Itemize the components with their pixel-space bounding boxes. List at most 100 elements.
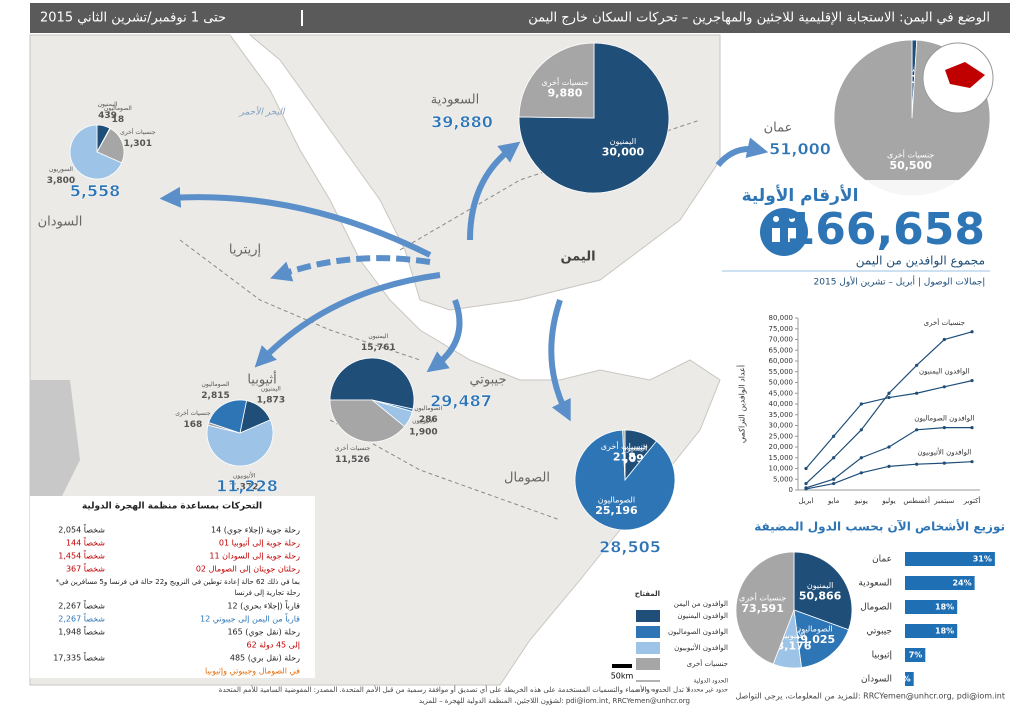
slice-label: 3,800 xyxy=(47,176,75,186)
y-tick-label: 20,000 xyxy=(769,443,794,451)
bar-category: السعودية xyxy=(858,579,892,589)
series-point xyxy=(970,460,974,464)
arrow xyxy=(467,141,521,241)
globe-highlight xyxy=(945,62,985,88)
series-label: الوافدون اليمنيون xyxy=(919,368,970,376)
bar xyxy=(905,672,914,686)
series-point xyxy=(887,445,891,449)
borders xyxy=(179,119,701,521)
slice-name: الأثيوبيون xyxy=(233,471,256,479)
series-point xyxy=(832,456,836,460)
slice-label: 29,025 xyxy=(793,633,835,646)
x-tick-label: مايو xyxy=(827,497,840,505)
legend-swatch xyxy=(636,658,660,670)
iom-row-count: 2,054 شخصاً xyxy=(58,524,105,535)
slice-name: اليمنيون xyxy=(900,65,927,74)
slice-name: الصوماليون xyxy=(414,405,442,412)
bar-value-label: 31% xyxy=(973,555,992,564)
slice-label: 1,873 xyxy=(257,395,285,405)
y-tick-label: 55,000 xyxy=(769,368,794,376)
bar xyxy=(905,552,995,566)
slice-name: اليمنيون xyxy=(368,333,388,340)
pie-slice xyxy=(518,42,670,194)
slice-label: 1,301 xyxy=(124,139,152,149)
iom-list: 14 رحلة جوية (إجلاء جوي) 2,054 شخصاً 01 رح… xyxy=(53,524,300,677)
footer-disclaimer: لا تدل الحدود والأسماء والتسميات المستخد… xyxy=(219,685,690,694)
slice-name: الصوماليون xyxy=(104,105,132,112)
header-title: الوضع في اليمن: الاستجابة الإقليمية للاج… xyxy=(528,11,990,26)
slice-name: جنسيات أخرى xyxy=(175,409,211,417)
slice-name: جنسيات أخرى xyxy=(335,444,371,452)
country-label: جيبوتي xyxy=(469,373,506,388)
bar-chart-title: توزيع الأشخاص الآن بحسب الدول المضيفة xyxy=(754,519,1005,535)
country-label: الصومال xyxy=(504,471,550,486)
pie-slice xyxy=(208,399,248,434)
bar-value-label: 24% xyxy=(952,579,971,588)
slice-label: 25,196 xyxy=(595,504,638,517)
footer-disclaimer: لشؤون اللاجئين، المنظمة الدولية للهجرة –… xyxy=(419,697,690,705)
country-label: السودان xyxy=(38,215,83,230)
slice-name: الصوماليون xyxy=(202,381,230,388)
legend-label: الوافدون الأثيوبيون xyxy=(674,643,728,652)
iom-row-text: 165 رحلة (نقل جوي) xyxy=(227,628,300,637)
slice-name: السوريون xyxy=(49,166,73,173)
iom-row-text: 485 رحلة (نقل بري) xyxy=(230,654,300,663)
series-point xyxy=(832,477,836,481)
header-bar xyxy=(30,3,1010,33)
x-tick-label: ابريل xyxy=(798,497,813,505)
slice-label: 50,866 xyxy=(799,590,842,603)
series-point xyxy=(804,466,808,471)
slice-label: 7,372 xyxy=(230,482,258,492)
series-point xyxy=(804,487,808,491)
iom-note: رحلة تجارية إلى فرنسا xyxy=(234,589,300,597)
pie-slice xyxy=(69,124,123,180)
series-point xyxy=(970,330,974,334)
series-point xyxy=(887,391,891,395)
y-tick-label: 30,000 xyxy=(769,422,794,430)
country-total: 39,880 xyxy=(431,113,493,132)
y-tick-label: 10,000 xyxy=(769,465,794,473)
country-label: السعودية xyxy=(431,93,480,108)
y-tick-label: 50,000 xyxy=(769,379,794,387)
iom-note: *بما في ذلك 62 حالة إعادة توطين في النرو… xyxy=(56,578,300,586)
series-point xyxy=(942,461,946,465)
iom-row-text: 12 قارباً من اليمن إلى جيبوتي xyxy=(200,613,300,625)
series-point xyxy=(804,481,808,486)
slice-label: 439 xyxy=(98,111,117,121)
series-point xyxy=(915,363,919,367)
series-point xyxy=(859,456,863,460)
iom-row-text: 11 رحلة جوية إلى السودان xyxy=(209,552,300,562)
pie-slice xyxy=(735,551,795,665)
iom-row-text: 01 رحلة جوية إلى أثيوبيا xyxy=(219,538,300,549)
series-point xyxy=(887,464,891,468)
country-total: 29,487 xyxy=(430,392,492,411)
movement-arrows xyxy=(159,137,769,422)
iom-row-count: 2,267 شخصاً xyxy=(58,600,105,611)
legend-label: الحدود الدولية xyxy=(694,678,729,685)
slice-label: 18 xyxy=(112,115,125,125)
pie-slice xyxy=(622,429,626,481)
legend-subtitle: الوافدون من اليمن xyxy=(674,600,728,608)
bar-chart: عمان 31% السعودية 24% الصومال 18% جيبوتي 18% إثي… xyxy=(858,552,995,686)
legend-label: جنسيات أخرى xyxy=(687,659,728,668)
x-tick-label: يونيو xyxy=(854,497,868,505)
slice-label: 50,500 xyxy=(889,159,932,172)
slice-name: جنسيات أخرى xyxy=(739,593,786,603)
series-point xyxy=(832,481,836,486)
arrow xyxy=(254,272,441,368)
iom-row-count: 17,335 شخصاً xyxy=(53,652,105,663)
arrow xyxy=(715,137,769,168)
bar-value-label: 18% xyxy=(935,627,954,636)
y-tick-label: 65,000 xyxy=(769,346,794,354)
arrow xyxy=(548,299,571,422)
series-point xyxy=(859,428,863,432)
country-label: اليمن xyxy=(560,250,595,265)
slice-name: اليمنيون xyxy=(98,101,118,108)
legend-swatch xyxy=(636,610,660,622)
legend-label: الوافدون اليمنيون xyxy=(677,612,728,620)
x-tick-label: يوليو xyxy=(881,497,895,505)
country-total: 28,505 xyxy=(599,538,661,557)
country-total: 51,000 xyxy=(769,140,831,159)
y-axis-label: أعداد الوافدين التراكمي xyxy=(737,365,747,443)
